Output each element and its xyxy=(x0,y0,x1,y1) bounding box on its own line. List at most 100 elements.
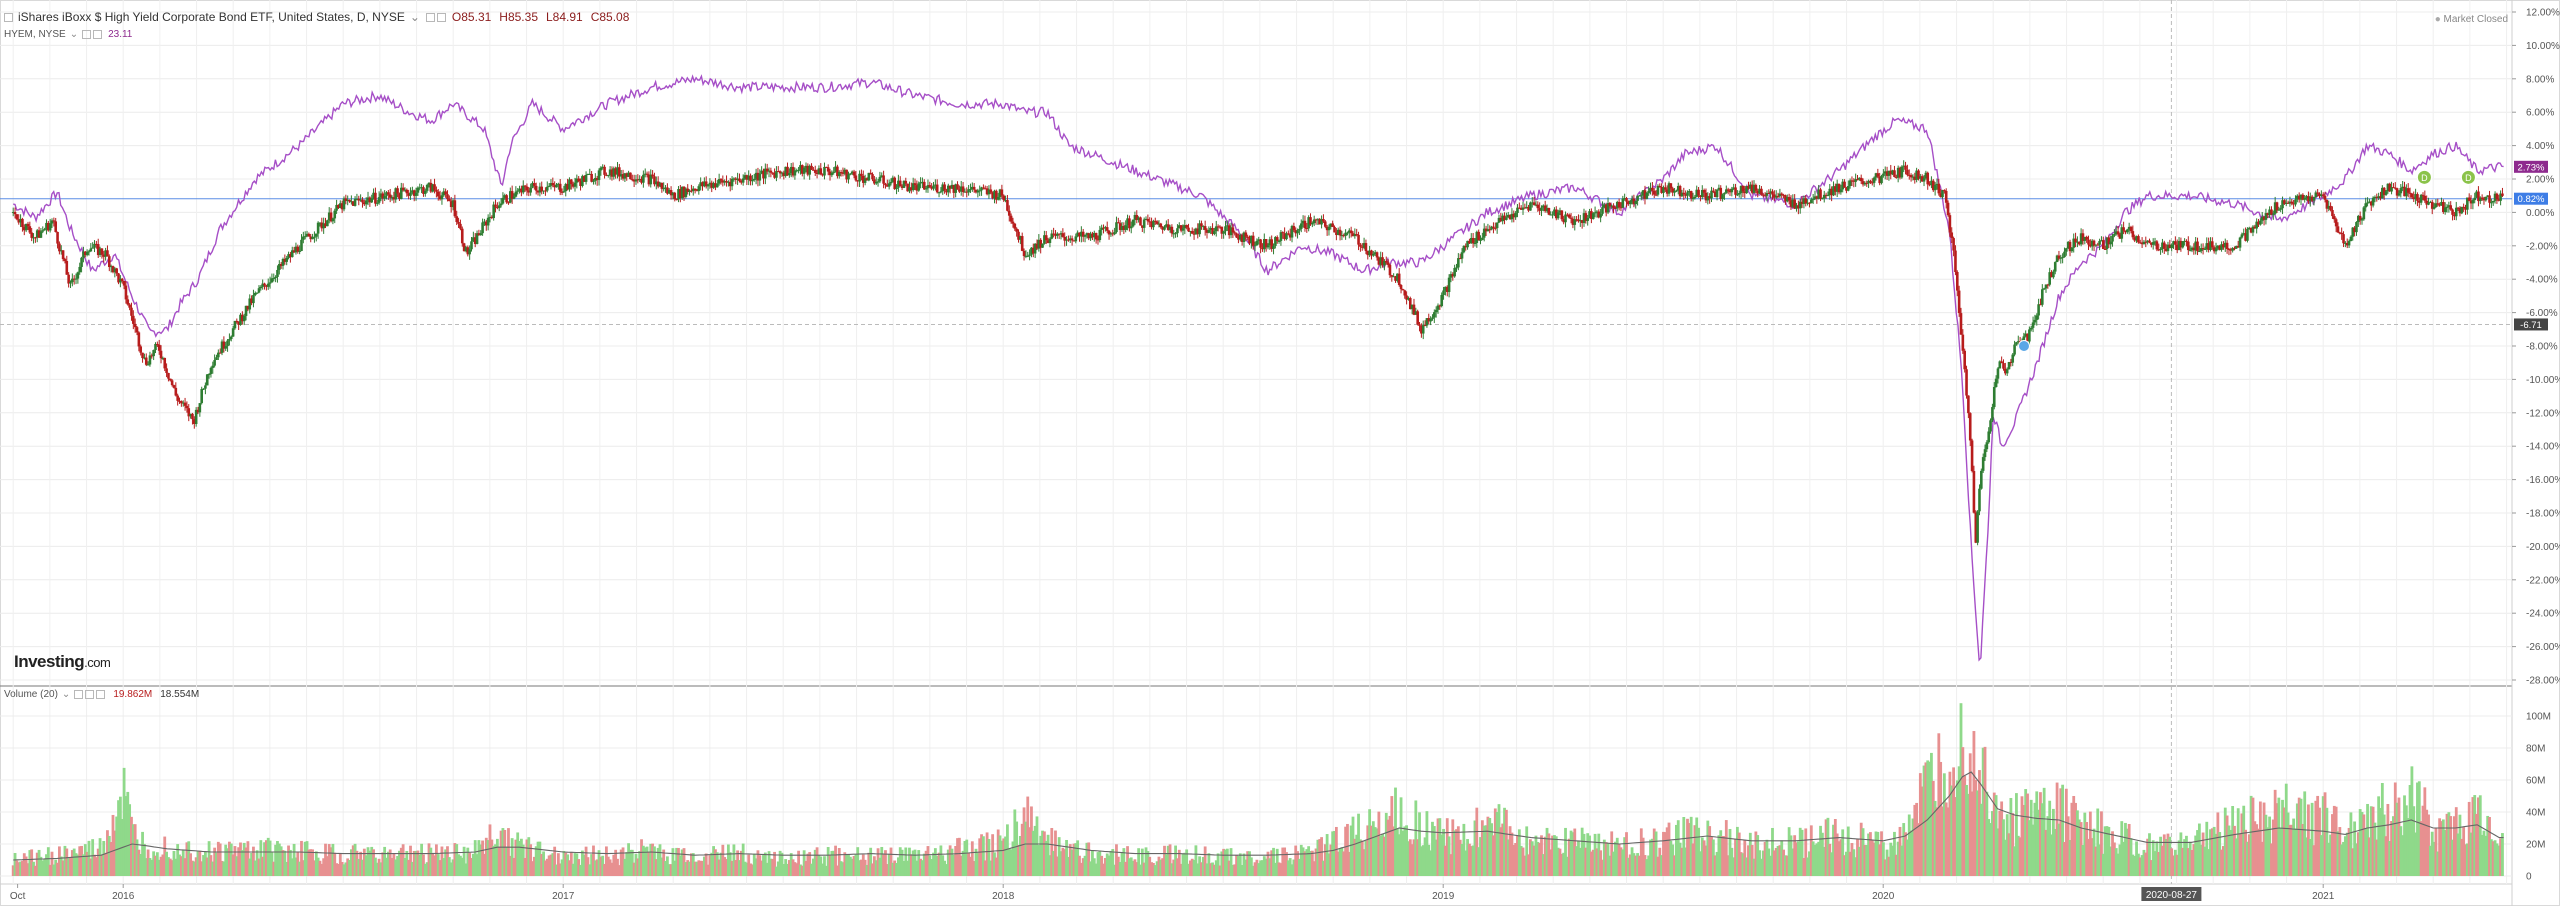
candle-body xyxy=(21,218,24,228)
candle-body xyxy=(278,264,281,270)
volume-bar xyxy=(2371,806,2375,876)
candle-body xyxy=(477,233,481,236)
volume-bar xyxy=(2183,839,2186,876)
collapse-legend-icon[interactable] xyxy=(4,12,13,22)
volume-bar xyxy=(1091,850,1094,876)
candle-body xyxy=(765,168,769,172)
volume-bar xyxy=(791,859,795,876)
candle-body xyxy=(819,168,823,175)
volume-bar xyxy=(1346,823,1349,876)
settings-legend-icon[interactable] xyxy=(425,12,435,22)
symbol-title[interactable]: iShares iBoxx $ High Yield Corporate Bon… xyxy=(18,10,405,24)
volume-bar xyxy=(1560,853,1564,876)
candle-body xyxy=(1473,242,1477,244)
candle-body xyxy=(1492,226,1495,228)
candle-body xyxy=(187,408,191,417)
compare-symbol[interactable]: HYEM, NYSE xyxy=(4,29,66,40)
settings-volume-icon[interactable] xyxy=(85,690,95,699)
volume-bar xyxy=(240,850,244,876)
candle-body xyxy=(228,339,231,341)
candle-body xyxy=(1168,226,1172,230)
y-tick-label: -20.00% xyxy=(2526,542,2560,553)
close-legend-icon[interactable] xyxy=(436,12,446,22)
candle-body xyxy=(191,413,194,420)
volume-bar xyxy=(1752,858,1756,876)
candle-body xyxy=(316,222,320,234)
volume-bar xyxy=(1048,855,1052,876)
volume-bar xyxy=(361,859,364,876)
volume-bar xyxy=(1434,839,1438,876)
volume-bar xyxy=(1113,864,1117,876)
candle-body xyxy=(1586,217,1589,221)
settings-compare-icon[interactable] xyxy=(82,30,92,39)
candle-body xyxy=(2207,243,2210,251)
volume-bar xyxy=(2246,841,2249,876)
candle-body xyxy=(2419,194,2423,203)
candle-body xyxy=(1656,185,1660,195)
volume-bar xyxy=(1711,839,1715,876)
candle-body xyxy=(28,226,32,233)
volume-bar xyxy=(2031,824,2035,876)
candle-body xyxy=(913,183,917,186)
collapse-volume-icon[interactable] xyxy=(74,690,84,699)
candle-body xyxy=(2166,244,2170,252)
volume-bar xyxy=(1102,863,1105,876)
candle-body xyxy=(2183,240,2186,242)
close-volume-icon[interactable] xyxy=(96,690,106,699)
candle-body xyxy=(2007,362,2011,370)
volume-bar xyxy=(231,854,235,876)
volume-bar xyxy=(1268,858,1272,876)
volume-bar xyxy=(1946,807,1950,876)
volume-label[interactable]: Volume (20) xyxy=(4,689,58,700)
volume-bar xyxy=(2201,832,2205,876)
chevron-down-icon[interactable]: ⌄ xyxy=(61,689,71,700)
candle-body xyxy=(1688,191,1691,193)
candle-body xyxy=(760,170,763,174)
volume-bar xyxy=(13,852,17,876)
volume-bar xyxy=(856,847,860,876)
candle-body xyxy=(2491,200,2495,203)
chevron-down-icon[interactable]: ⌄ xyxy=(409,10,420,24)
volume-bar xyxy=(595,859,599,876)
candle-body xyxy=(2011,354,2015,363)
volume-bar xyxy=(1133,859,1137,876)
volume-bar xyxy=(1739,852,1743,876)
candle-body xyxy=(2194,241,2197,251)
volume-bar xyxy=(2231,806,2235,876)
volume-bar xyxy=(270,851,274,876)
volume-bar xyxy=(2013,846,2016,876)
candle-body xyxy=(2031,322,2035,328)
volume-bar xyxy=(1137,848,1141,876)
candle-body xyxy=(392,197,396,200)
volume-bar xyxy=(168,858,172,876)
volume-bar xyxy=(1589,851,1593,876)
volume-bar xyxy=(220,860,224,876)
volume-bar xyxy=(1183,852,1187,876)
candle-body xyxy=(569,179,573,185)
volume-bar xyxy=(599,856,603,876)
volume-bar xyxy=(2068,839,2072,876)
candle-body xyxy=(2029,327,2033,330)
candle-body xyxy=(2089,244,2092,247)
volume-bar xyxy=(943,860,946,876)
volume-bar xyxy=(763,852,767,876)
chevron-down-icon[interactable]: ⌄ xyxy=(69,29,79,40)
candle-body xyxy=(1928,184,1931,186)
candle-body xyxy=(209,367,213,375)
volume-bar xyxy=(771,858,775,876)
candle-body xyxy=(566,184,569,190)
candle-body xyxy=(1348,230,1351,233)
close-compare-icon[interactable] xyxy=(93,30,103,39)
volume-bar xyxy=(2295,803,2299,876)
candle-body xyxy=(444,191,447,195)
candle-body xyxy=(1811,198,1815,200)
candle-body xyxy=(2053,262,2057,272)
volume-bar xyxy=(954,845,958,876)
candle-body xyxy=(1444,286,1447,291)
candle-body xyxy=(1697,189,1700,196)
volume-bar xyxy=(2401,835,2405,876)
candle-body xyxy=(2177,240,2181,251)
volume-bar xyxy=(2149,860,2153,876)
candle-body xyxy=(26,223,30,227)
